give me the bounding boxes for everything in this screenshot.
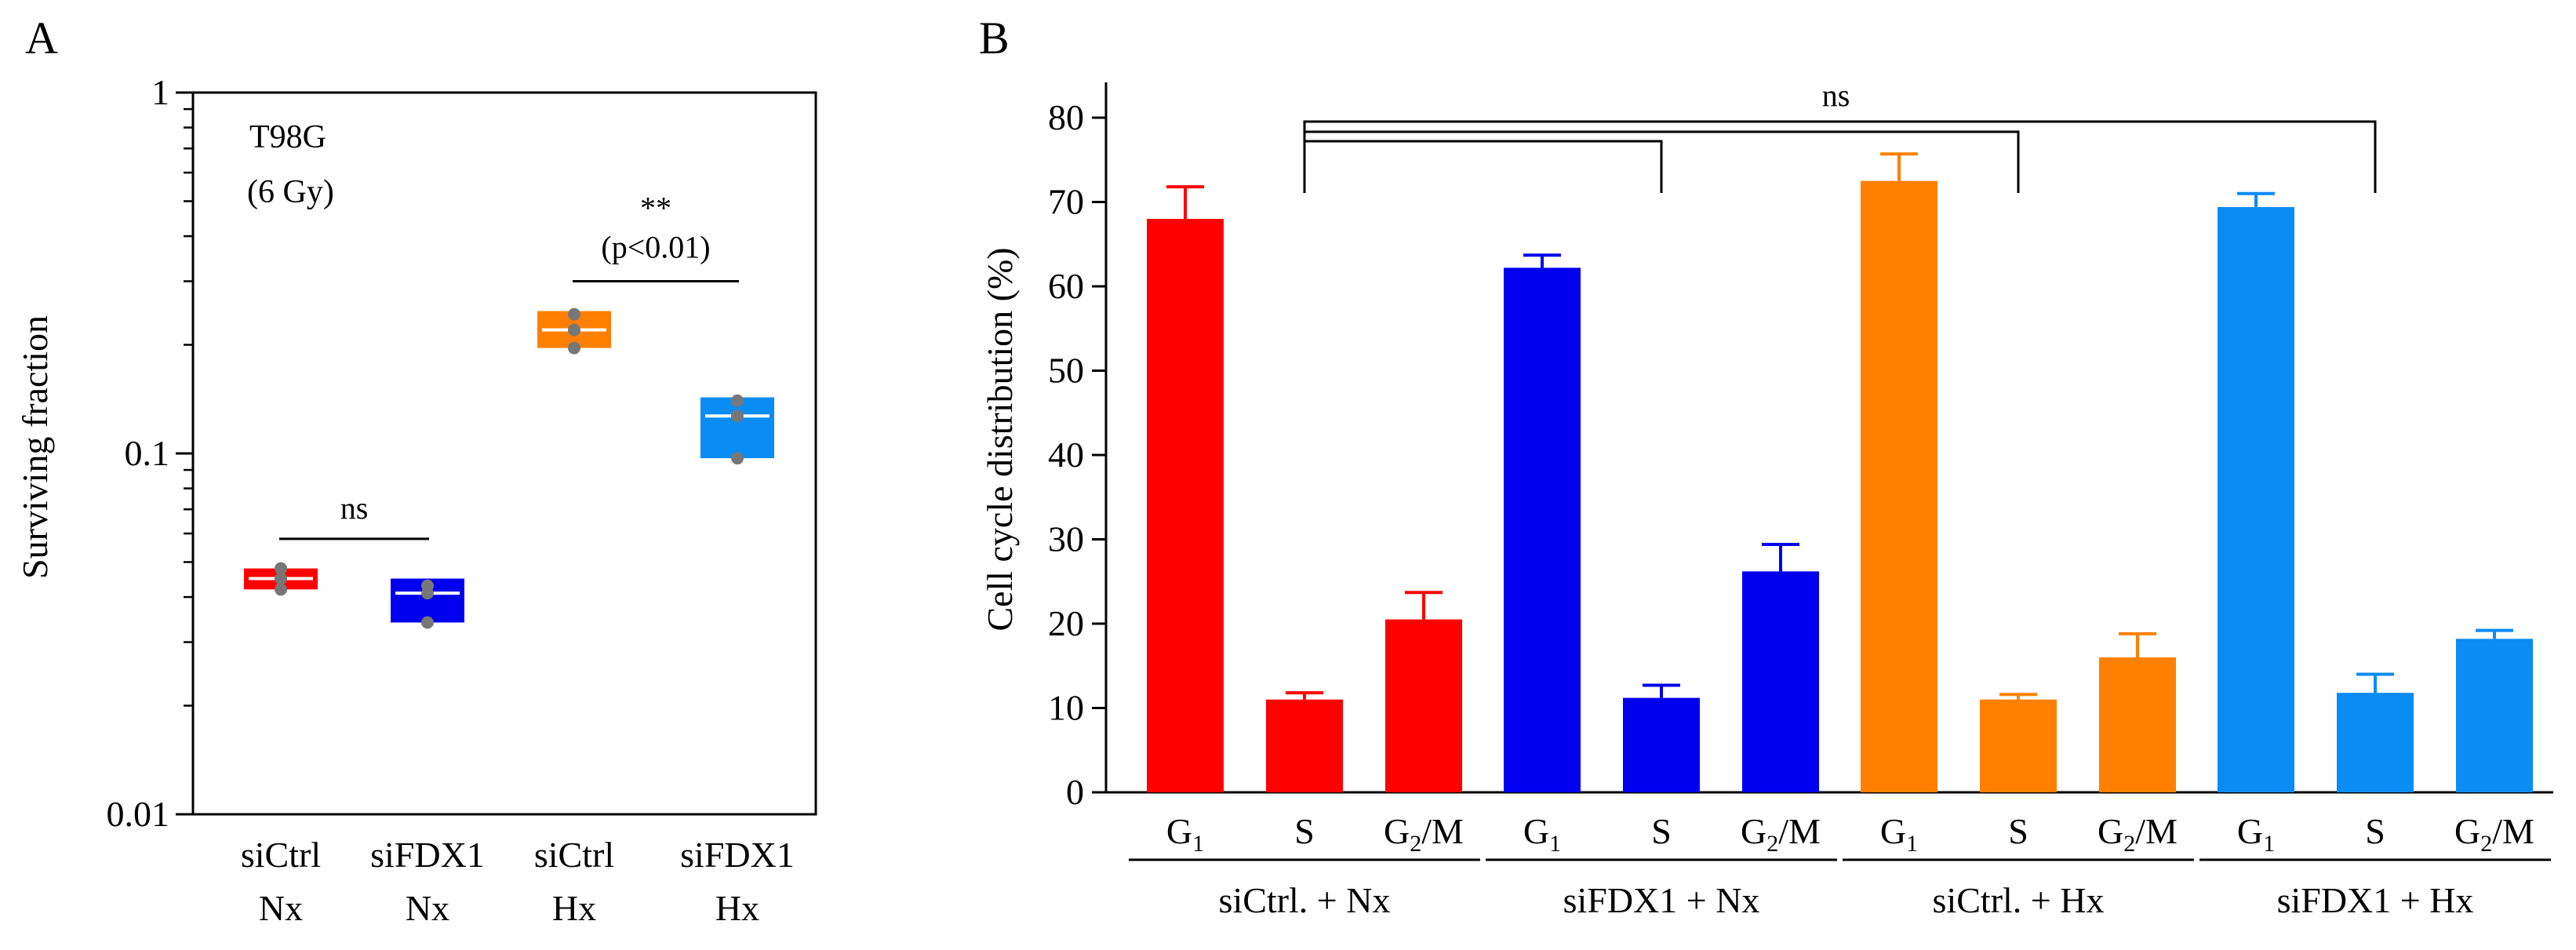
panel-b-bar — [2456, 639, 2533, 792]
panel-b-phase-label: G2/M — [1384, 811, 1464, 857]
panel-b-bar — [1861, 180, 1937, 792]
panel-a-inset-line1: T98G — [249, 119, 326, 155]
panel-a-box — [700, 397, 774, 459]
panel-a-x-label-line1: siCtrl — [534, 835, 614, 875]
panel-b-bar — [1385, 619, 1462, 792]
panel-b-phase-label: S — [2365, 811, 2385, 851]
panel-a-significance-label: ** — [640, 191, 671, 226]
panel-a-inset-line2: (6 Gy) — [247, 174, 334, 210]
panel-b-bar — [2337, 693, 2414, 792]
panel-b-y-axis-title: Cell cycle distribution (%) — [980, 247, 1020, 631]
panel-b-bar — [1504, 268, 1581, 793]
panel-b-y-tick-label: 10 — [1048, 688, 1084, 728]
panel-a-x-label-line2: Nx — [406, 888, 449, 928]
panel-a-data-point — [731, 452, 744, 465]
panel-b-y-tick-label: 80 — [1048, 97, 1084, 137]
panel-b-bar — [1147, 219, 1224, 792]
panel-a-x-label-line1: siCtrl — [241, 835, 321, 875]
panel-b-bar — [2218, 206, 2294, 792]
panel-b-phase-label: G1 — [1880, 811, 1918, 857]
panel-a-y-tick-label: 0.1 — [125, 433, 170, 473]
panel-a-y-tick-label: 1 — [151, 72, 169, 112]
panel-a-significance-label: ns — [340, 490, 369, 526]
panel-a-data-point — [568, 323, 580, 337]
panel-b-phase-label: G1 — [2237, 811, 2275, 857]
panel-a-y-axis-title: Surviving fraction — [15, 315, 55, 579]
panel-a-data-point — [731, 394, 744, 407]
panel-a-data-point — [568, 341, 580, 355]
panel-a-x-label-line1: siFDX1 — [680, 835, 795, 875]
panel-a-data-point — [421, 579, 434, 592]
panel-b-chart: 0 10 20 30 40 50 60 70 80 G1 S G2/M siCtrl. + Nx G1 S G… — [1048, 78, 2553, 920]
panel-b-phase-label: G2/M — [2098, 811, 2178, 857]
panel-a-chart: 0.01 0.1 1 siCtrl Nx siFDX1 Nx siCtrl Hx siFDX1 Hx… — [107, 72, 817, 928]
panel-b-comparison-bracket — [1303, 140, 1663, 193]
panel-b-y-tick-label: 40 — [1048, 435, 1084, 475]
panel-b-phase-label: G2/M — [2454, 811, 2534, 857]
panel-b-phase-label: S — [1651, 811, 1672, 851]
panel-b-group-label: siFDX1 + Hx — [2277, 880, 2474, 920]
panel-b-y-tick-label: 20 — [1048, 603, 1084, 643]
panel-b-bar — [2099, 657, 2176, 792]
panel-a-x-label-line2: Hx — [552, 888, 596, 928]
panel-b-group-label: siCtrl. + Hx — [1933, 880, 2105, 920]
panel-a-data-point — [731, 409, 744, 423]
panel-b-group-label: siFDX1 + Nx — [1563, 880, 1760, 920]
panel-a-data-point — [275, 583, 287, 596]
panel-a-label: A — [25, 13, 58, 64]
panel-b-bar — [1742, 571, 1819, 792]
panel-a-x-label-line2: Hx — [715, 888, 759, 928]
panel-b-bar — [1266, 699, 1343, 792]
panel-b-comparison-bracket — [1303, 120, 2377, 193]
panel-a-data-point — [568, 308, 580, 321]
panel-b-y-tick-label: 60 — [1048, 266, 1084, 306]
panel-b-y-tick-label: 30 — [1048, 519, 1084, 559]
panel-b-phase-label: G1 — [1523, 811, 1561, 857]
panel-a-x-label-line2: Nx — [259, 888, 303, 928]
panel-b-significance-label: ns — [1822, 78, 1850, 113]
panel-b-bar — [1623, 697, 1700, 792]
panel-b-phase-label: S — [2008, 811, 2028, 851]
panel-b-y-tick-label: 70 — [1048, 182, 1084, 222]
panel-b-group-label: siCtrl. + Nx — [1219, 880, 1391, 920]
panel-b-y-tick-label: 50 — [1048, 351, 1084, 391]
panel-a-data-point — [275, 572, 287, 585]
panel-a-y-tick-label: 0.01 — [107, 794, 170, 834]
panel-b-phase-label: S — [1294, 811, 1315, 851]
panel-a-x-label-line1: siFDX1 — [370, 835, 485, 875]
panel-a-data-point — [421, 616, 434, 629]
panel-b-y-tick-label: 0 — [1066, 772, 1084, 812]
panel-b-label: B — [979, 13, 1010, 64]
panel-a-data-point — [275, 562, 287, 575]
panel-b-phase-label: G2/M — [1741, 811, 1821, 857]
panel-b-phase-label: G1 — [1166, 811, 1204, 857]
panel-a-p-value-label: (p<0.01) — [601, 230, 710, 265]
panel-b-bar — [1980, 699, 2057, 792]
